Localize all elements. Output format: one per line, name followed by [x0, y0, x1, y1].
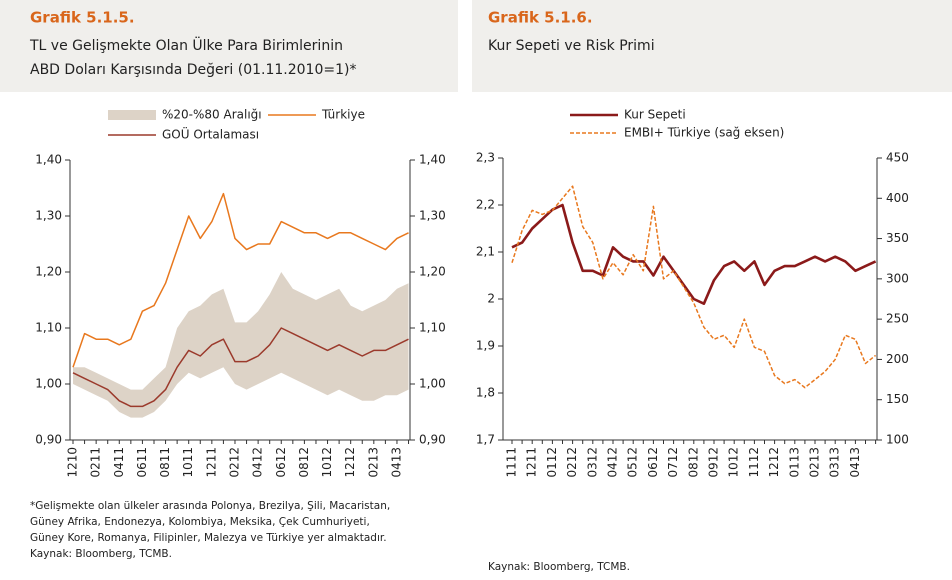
- x-tick-label: 1212: [343, 447, 357, 478]
- x-tick-label: 0712: [666, 447, 680, 478]
- x-tick-label: 0812: [686, 447, 700, 478]
- legend-swatch: [108, 110, 156, 120]
- y2-tick-label: 1,30: [419, 209, 446, 223]
- x-tick-label: 0412: [251, 447, 265, 478]
- x-tick-label: 1210: [66, 447, 80, 478]
- chart-title: Grafik 5.1.6.: [488, 9, 593, 27]
- y2-tick-label: 250: [886, 312, 909, 326]
- legend-label: EMBI+ Türkiye (sağ eksen): [624, 126, 784, 140]
- y2-tick-label: 1,10: [419, 321, 446, 335]
- x-tick-label: 0213: [808, 447, 822, 478]
- legend-label: %20-%80 Aralığı: [162, 108, 262, 122]
- series-line: [72, 327, 409, 408]
- x-tick-label: 0113: [787, 447, 801, 478]
- x-tick-label: 0611: [135, 447, 149, 478]
- y2-tick-label: 1,40: [419, 153, 446, 167]
- y-tick-label: 1,40: [35, 153, 62, 167]
- x-tick-label: 1012: [320, 447, 334, 478]
- footnote: Güney Kore, Romanya, Filipinler, Malezya…: [30, 532, 387, 544]
- x-tick-label: 0413: [389, 447, 403, 478]
- x-tick-label: 0212: [565, 447, 579, 478]
- chart-subtitle: TL ve Gelişmekte Olan Ülke Para Birimler…: [29, 36, 343, 54]
- chart-subtitle: Kur Sepeti ve Risk Primi: [488, 38, 655, 54]
- x-tick-label: 0612: [274, 447, 288, 478]
- y-tick-label: 1,30: [35, 209, 62, 223]
- x-tick-label: 0212: [227, 447, 241, 478]
- y-tick-label: 2,3: [476, 151, 495, 165]
- y2-tick-label: 1,00: [419, 377, 446, 391]
- y-tick-label: 1,10: [35, 321, 62, 335]
- source: Kaynak: Bloomberg, TCMB.: [488, 561, 630, 573]
- y-tick-label: 1,8: [476, 386, 495, 400]
- header-box: [472, 0, 952, 92]
- series-line: [511, 203, 877, 305]
- y-tick-label: 1,00: [35, 377, 62, 391]
- y2-tick-label: 100: [886, 433, 909, 447]
- y-tick-label: 1,20: [35, 265, 62, 279]
- y2-tick-label: 350: [886, 231, 909, 245]
- series-line: [511, 185, 877, 389]
- x-tick-label: 1111: [505, 447, 519, 478]
- x-tick-label: 0213: [366, 447, 380, 478]
- x-tick-label: 0412: [606, 447, 620, 478]
- x-tick-label: 0413: [848, 447, 862, 478]
- footnote: Güney Afrika, Endonezya, Kolombiya, Meks…: [30, 516, 370, 528]
- y-tick-label: 2,2: [476, 198, 495, 212]
- legend-label: Kur Sepeti: [624, 108, 686, 122]
- band-area: [73, 272, 409, 418]
- x-tick-label: 0312: [585, 447, 599, 478]
- y2-tick-label: 1,20: [419, 265, 446, 279]
- x-tick-label: 0912: [707, 447, 721, 478]
- x-tick-label: 1212: [767, 447, 781, 478]
- header-box: [0, 0, 458, 92]
- series-line: [72, 192, 409, 368]
- legend-label: Türkiye: [321, 108, 365, 122]
- y2-tick-label: 200: [886, 352, 909, 366]
- y-tick-label: 1,9: [476, 339, 495, 353]
- x-tick-label: 1012: [727, 447, 741, 478]
- y2-tick-label: 450: [886, 151, 909, 165]
- x-tick-label: 0812: [297, 447, 311, 478]
- x-tick-label: 0313: [828, 447, 842, 478]
- source: Kaynak: Bloomberg, TCMB.: [30, 548, 172, 560]
- y2-tick-label: 400: [886, 191, 909, 205]
- x-tick-label: 0612: [646, 447, 660, 478]
- y-tick-label: 2,1: [476, 245, 495, 259]
- x-tick-label: 0811: [158, 447, 172, 478]
- x-tick-label: 0411: [112, 447, 126, 478]
- chart-subtitle: ABD Doları Karşısında Değeri (01.11.2010…: [30, 62, 356, 78]
- x-tick-label: 1112: [747, 447, 761, 478]
- x-tick-label: 0112: [545, 447, 559, 478]
- legend-label: GOÜ Ortalaması: [162, 126, 259, 142]
- x-tick-label: 1211: [525, 447, 539, 478]
- y-tick-label: 1,7: [476, 433, 495, 447]
- x-tick-label: 0512: [626, 447, 640, 478]
- y-tick-label: 2: [487, 292, 495, 306]
- y2-tick-label: 0,90: [419, 433, 446, 447]
- x-tick-label: 0211: [89, 447, 103, 478]
- x-tick-label: 1211: [204, 447, 218, 478]
- footnote: *Gelişmekte olan ülkeler arasında Polony…: [30, 500, 390, 512]
- y-tick-label: 0,90: [35, 433, 62, 447]
- chart-title: Grafik 5.1.5.: [30, 9, 135, 27]
- y2-tick-label: 300: [886, 271, 909, 285]
- x-tick-label: 1011: [181, 447, 195, 478]
- y2-tick-label: 150: [886, 392, 909, 406]
